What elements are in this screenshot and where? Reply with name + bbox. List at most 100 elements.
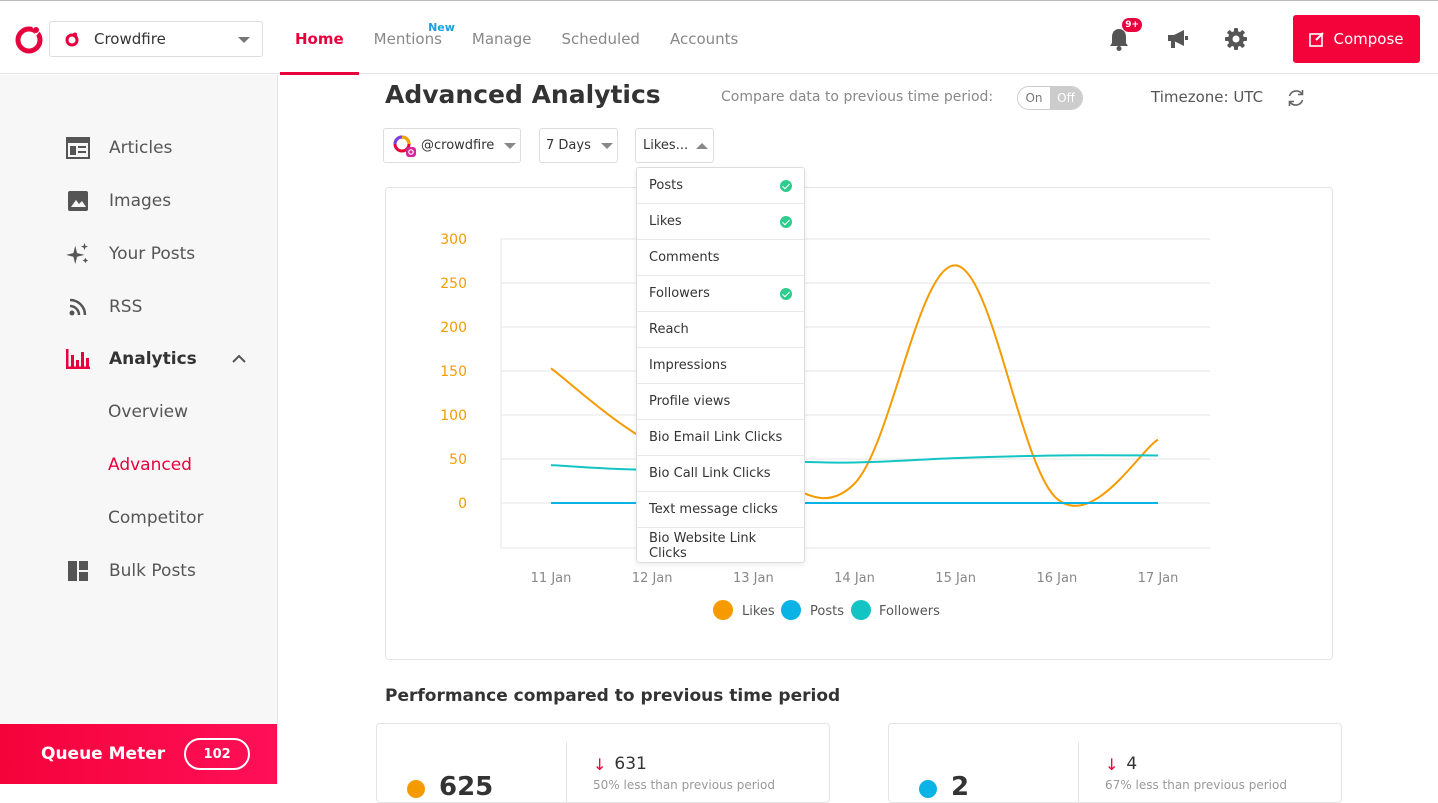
metric-option-label: Profile views — [649, 394, 730, 409]
performance-note: 50% less than previous period — [593, 778, 775, 792]
chevron-down-icon — [601, 143, 613, 149]
nav-home[interactable]: Home — [280, 4, 359, 74]
metric-option[interactable]: Posts — [637, 168, 804, 204]
sparkle-icon — [66, 242, 90, 266]
chevron-up-icon[interactable] — [232, 354, 246, 363]
nav-scheduled[interactable]: Scheduled — [547, 4, 655, 74]
x-tick-label: 13 Jan — [733, 571, 774, 586]
settings-button[interactable] — [1221, 24, 1251, 54]
y-tick-label: 200 — [440, 320, 467, 336]
sidebar-item-bulk-posts[interactable]: Bulk Posts — [66, 556, 196, 586]
metric-option[interactable]: Impressions — [637, 348, 804, 384]
performance-card-likes: 625 ↓ 631 50% less than previous period — [376, 723, 830, 803]
crowdfire-logo-icon[interactable] — [14, 24, 44, 54]
images-icon — [66, 189, 90, 213]
compare-label: Compare data to previous time period: — [721, 89, 993, 105]
sidebar: Articles Images Your Posts RSS Analytics… — [0, 75, 278, 784]
sidebar-sub-competitor[interactable]: Competitor — [108, 508, 204, 528]
sidebar-item-rss[interactable]: RSS — [66, 292, 142, 322]
metric-filter[interactable]: Likes... — [635, 128, 714, 163]
performance-delta-value: 631 — [614, 754, 646, 774]
toggle-off[interactable]: Off — [1050, 87, 1082, 109]
compare-toggle[interactable]: On Off — [1017, 86, 1083, 110]
card-divider — [566, 742, 567, 803]
legend-label: Posts — [810, 604, 844, 619]
chevron-down-icon — [504, 143, 516, 149]
metric-option-label: Likes — [649, 214, 682, 229]
profile-filter[interactable]: @crowdfire — [383, 128, 521, 163]
metric-option[interactable]: Likes — [637, 204, 804, 240]
sidebar-sub-overview[interactable]: Overview — [108, 402, 188, 422]
gear-icon — [1224, 27, 1248, 51]
likes-color-dot — [407, 780, 425, 798]
y-tick-label: 150 — [440, 364, 467, 380]
profile-filter-label: @crowdfire — [421, 138, 494, 153]
metric-option[interactable]: Reach — [637, 312, 804, 348]
metric-option-label: Followers — [649, 286, 710, 301]
check-circle-icon — [780, 180, 792, 192]
sidebar-item-your-posts[interactable]: Your Posts — [66, 239, 195, 269]
range-filter[interactable]: 7 Days — [539, 128, 618, 163]
x-tick-label: 12 Jan — [632, 571, 673, 586]
metric-option[interactable]: Bio Website Link Clicks — [637, 528, 804, 564]
rss-icon — [66, 295, 90, 319]
sidebar-item-label: Analytics — [109, 349, 197, 369]
nav-accounts-label: Accounts — [670, 30, 738, 48]
metric-option[interactable]: Bio Email Link Clicks — [637, 420, 804, 456]
compose-button[interactable]: Compose — [1293, 15, 1420, 63]
sidebar-item-label: Bulk Posts — [109, 561, 196, 581]
metric-option[interactable]: Text message clicks — [637, 492, 804, 528]
sidebar-sub-advanced[interactable]: Advanced — [108, 455, 192, 475]
sidebar-item-label: Your Posts — [109, 244, 195, 264]
performance-delta: ↓ 4 — [1105, 754, 1137, 774]
check-circle-icon — [780, 216, 792, 228]
sidebar-item-articles[interactable]: Articles — [66, 133, 172, 163]
metric-option[interactable]: Profile views — [637, 384, 804, 420]
metric-option[interactable]: Followers — [637, 276, 804, 312]
chevron-down-icon — [238, 37, 250, 43]
nav-scheduled-label: Scheduled — [562, 30, 640, 48]
performance-delta-value: 4 — [1126, 754, 1137, 774]
refresh-icon[interactable] — [1286, 88, 1306, 108]
sidebar-item-label: Images — [109, 191, 171, 211]
legend-swatch — [713, 600, 733, 620]
metric-option[interactable]: Comments — [637, 240, 804, 276]
metric-option[interactable]: Bio Call Link Clicks — [637, 456, 804, 492]
nav-manage[interactable]: Manage — [457, 4, 547, 74]
performance-value: 625 — [439, 772, 493, 802]
sidebar-item-label: Articles — [109, 138, 172, 158]
arrow-down-icon: ↓ — [593, 755, 606, 774]
new-badge: New — [428, 21, 455, 34]
legend-swatch — [781, 600, 801, 620]
metric-option-label: Impressions — [649, 358, 727, 373]
sidebar-item-images[interactable]: Images — [66, 186, 171, 216]
account-selector[interactable]: Crowdfire — [49, 21, 263, 57]
account-name: Crowdfire — [94, 30, 166, 48]
queue-meter[interactable]: Queue Meter 102 — [0, 724, 277, 784]
legend-swatch — [851, 600, 871, 620]
x-tick-label: 16 Jan — [1036, 571, 1077, 586]
posts-color-dot — [919, 780, 937, 798]
notifications-button[interactable]: 9+ — [1104, 24, 1134, 54]
legend-label: Followers — [879, 604, 940, 619]
nav-accounts[interactable]: Accounts — [655, 4, 753, 74]
y-tick-label: 250 — [440, 276, 467, 292]
x-tick-label: 15 Jan — [935, 571, 976, 586]
sidebar-item-analytics[interactable]: Analytics — [66, 344, 256, 374]
instagram-profile-icon — [392, 134, 418, 158]
announcements-button[interactable] — [1162, 24, 1192, 54]
y-tick-label: 50 — [449, 452, 467, 468]
queue-count-badge: 102 — [184, 738, 250, 770]
performance-note: 67% less than previous period — [1105, 778, 1287, 792]
performance-delta: ↓ 631 — [593, 754, 647, 774]
toggle-on[interactable]: On — [1018, 87, 1050, 109]
x-tick-label: 14 Jan — [834, 571, 875, 586]
range-filter-label: 7 Days — [546, 138, 591, 153]
performance-card-posts: 2 ↓ 4 67% less than previous period — [888, 723, 1342, 803]
compose-label: Compose — [1333, 30, 1403, 48]
bar-chart-icon — [66, 347, 90, 371]
metric-option-label: Posts — [649, 178, 683, 193]
